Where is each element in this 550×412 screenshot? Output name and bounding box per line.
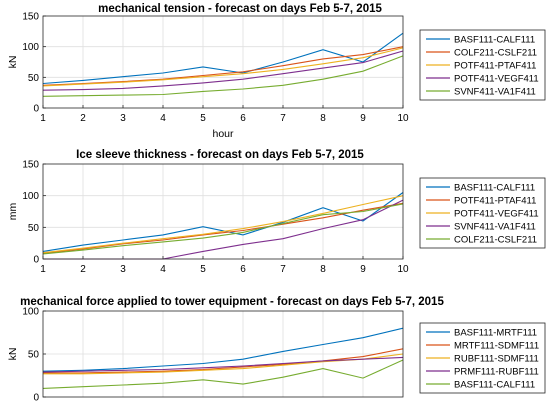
x-tick-label: 7 bbox=[280, 264, 286, 275]
plot-area bbox=[43, 164, 403, 259]
axes-box bbox=[42, 163, 404, 260]
x-tick-label: 9 bbox=[360, 264, 366, 275]
legend-entry: POTF411-PTAF411 bbox=[454, 61, 536, 72]
legend-entry: BASF111-CALF111 bbox=[454, 35, 535, 46]
x-tick-label: 4 bbox=[160, 264, 166, 275]
y-tick-label: 100 bbox=[22, 307, 39, 318]
legend-entry: RUBF111-SDMF111 bbox=[454, 354, 539, 365]
series-line-5 bbox=[42, 203, 404, 255]
axes-box bbox=[42, 15, 404, 109]
series-line-4 bbox=[42, 50, 404, 91]
legend: BASF111-CALF111 POTF411-PTAF411 POTF411-VE… bbox=[419, 177, 546, 249]
chart-title: mechanical force applied to tower equipm… bbox=[20, 296, 444, 308]
series-line-2 bbox=[42, 202, 404, 254]
x-tick-label: 6 bbox=[240, 113, 246, 124]
x-tick-label: 3 bbox=[120, 264, 126, 275]
chart-panel-1: mechanical tension - forecast on days Fe… bbox=[7, 3, 546, 140]
x-tick-label: 10 bbox=[397, 113, 409, 124]
legend-entry: POTF411-VEGF411 bbox=[454, 74, 539, 85]
x-tick-label: 9 bbox=[360, 113, 366, 124]
series-line-5 bbox=[42, 55, 404, 97]
x-tick-label: 2 bbox=[80, 113, 86, 124]
series-line-2 bbox=[43, 348, 404, 374]
series-line-1 bbox=[42, 327, 404, 372]
series-line-4 bbox=[42, 356, 404, 373]
legend-entry: SVNF411-VA1F411 bbox=[454, 87, 536, 98]
x-tick-label: 3 bbox=[120, 113, 126, 124]
y-axis-label: kN bbox=[7, 56, 19, 69]
plot-area bbox=[43, 16, 403, 108]
y-tick-label: 0 bbox=[33, 255, 39, 266]
legend-entry: COLF211-CSLF211 bbox=[454, 48, 537, 59]
y-tick-label: 50 bbox=[28, 73, 40, 84]
legend: BASF111-MRTF111 MRTF111-SDMF111 RUBF111-SD… bbox=[419, 322, 546, 394]
x-tick-label: 2 bbox=[80, 264, 86, 275]
legend: BASF111-CALF111 COLF211-CSLF211 POTF411-PT… bbox=[419, 29, 546, 101]
legend-entry: PRMF111-RUBF111 bbox=[454, 367, 539, 378]
legend-entry: BASF111-CALF111 bbox=[454, 183, 535, 194]
y-tick-label: 0 bbox=[33, 393, 39, 404]
y-tick-label: 100 bbox=[22, 191, 39, 202]
x-axis-label: hour bbox=[212, 128, 234, 140]
series-line-3 bbox=[42, 195, 404, 254]
x-tick-label: 5 bbox=[200, 264, 206, 275]
y-tick-label: 50 bbox=[28, 223, 40, 234]
chart-panel-2: Ice sleeve thickness - forecast on days … bbox=[7, 0, 546, 275]
x-tick-label: 1 bbox=[40, 264, 46, 275]
legend-entry: SVNF411-VA1F411 bbox=[454, 222, 536, 233]
x-tick-label: 6 bbox=[240, 264, 246, 275]
legend-entry: POTF411-PTAF411 bbox=[454, 196, 536, 207]
legend-entry: POTF411-VEGF411 bbox=[454, 209, 539, 220]
x-tick-label: 10 bbox=[397, 264, 409, 275]
y-axis-label: mm bbox=[7, 203, 19, 221]
chart-title: Ice sleeve thickness - forecast on days … bbox=[76, 149, 364, 161]
series-line-2 bbox=[42, 46, 404, 86]
series-line-3 bbox=[42, 47, 404, 87]
y-tick-label: 150 bbox=[22, 12, 39, 23]
x-tick-label: 4 bbox=[160, 113, 166, 124]
legend-entry: COLF211-CSLF211 bbox=[454, 235, 537, 246]
legend-entry: MRTF111-SDMF111 bbox=[454, 341, 539, 352]
chart-title: mechanical tension - forecast on days Fe… bbox=[98, 3, 382, 15]
x-tick-label: 8 bbox=[320, 113, 326, 124]
x-tick-label: 1 bbox=[40, 113, 46, 124]
x-tick-label: 5 bbox=[200, 113, 206, 124]
x-tick-label: 8 bbox=[320, 264, 326, 275]
y-tick-label: 0 bbox=[33, 104, 39, 115]
chart-panel-3: mechanical force applied to tower equipm… bbox=[7, 296, 546, 404]
y-axis-label: kN bbox=[7, 348, 19, 361]
x-axis-label: hour bbox=[212, 0, 234, 3]
series-line-5 bbox=[42, 359, 404, 389]
y-tick-label: 50 bbox=[28, 350, 40, 361]
series-line-1 bbox=[42, 32, 404, 85]
legend-entry: BASF111-MRTF111 bbox=[454, 328, 537, 339]
legend-entry: BASF111-CALF111 bbox=[454, 380, 535, 391]
y-tick-label: 100 bbox=[22, 42, 39, 53]
y-tick-label: 150 bbox=[22, 160, 39, 171]
x-tick-label: 7 bbox=[280, 113, 286, 124]
